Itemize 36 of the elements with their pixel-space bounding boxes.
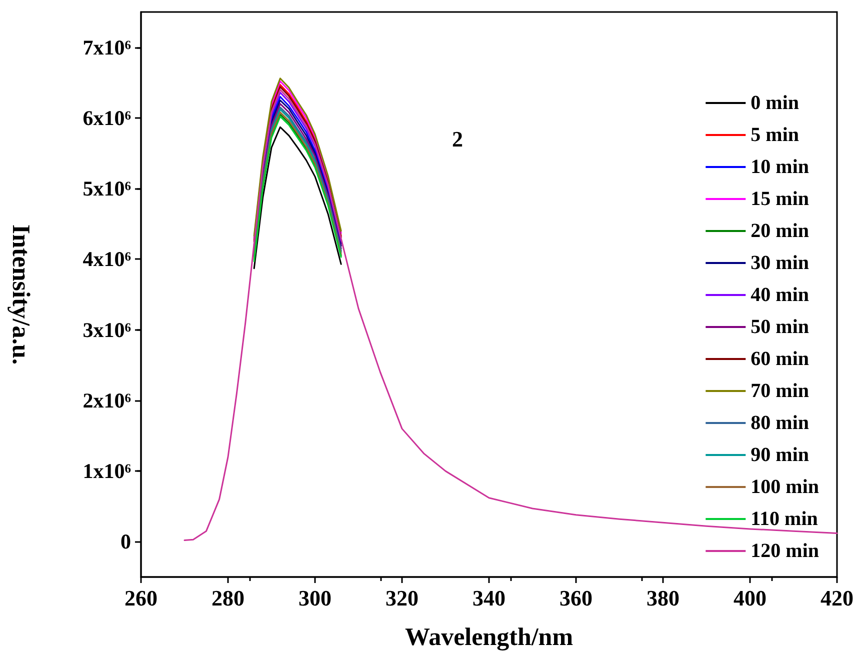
y-tick-label: 0 xyxy=(120,530,131,554)
y-tick-label: 3x10⁶ xyxy=(82,318,131,342)
y-tick-label: 5x10⁶ xyxy=(82,176,131,201)
x-tick-label: 320 xyxy=(386,586,418,610)
x-tick-label: 260 xyxy=(124,586,158,610)
x-tick-label: 280 xyxy=(212,586,244,610)
legend-label: 10 min xyxy=(750,156,810,178)
legend-label: 120 min xyxy=(750,540,820,562)
legend-label: 15 min xyxy=(750,188,810,210)
y-tick-label: 1x10⁶ xyxy=(82,459,131,484)
line-series xyxy=(184,88,838,542)
y-axis-title: Intensity/a.u. xyxy=(7,224,34,365)
x-tick-label: 360 xyxy=(560,586,592,610)
x-tick-label: 380 xyxy=(646,586,680,610)
legend-label: 50 min xyxy=(750,316,810,338)
x-tick-label: 420 xyxy=(820,586,854,610)
legend-label: 110 min xyxy=(750,508,818,530)
y-tick-label: 2x10⁶ xyxy=(82,388,131,412)
x-axis-title: Wavelength/nm xyxy=(404,624,574,651)
x-tick-label: 340 xyxy=(472,586,506,610)
annotation: 2 xyxy=(452,126,463,152)
legend-label: 70 min xyxy=(750,380,810,402)
legend-label: 100 min xyxy=(750,476,820,498)
x-tick-label: 300 xyxy=(298,586,332,610)
y-tick-label: 4x10⁶ xyxy=(82,247,131,272)
legend-label: 30 min xyxy=(750,252,810,274)
legend-label: 20 min xyxy=(750,220,810,242)
legend-label: 60 min xyxy=(750,348,810,370)
legend-label: 0 min xyxy=(750,92,800,114)
y-tick-label: 7x10⁶ xyxy=(82,35,131,60)
legend-label: 90 min xyxy=(750,444,810,466)
y-tick-label: 6x10⁶ xyxy=(82,106,131,130)
legend-label: 40 min xyxy=(750,284,810,306)
x-tick-label: 400 xyxy=(734,586,766,610)
legend-label: 80 min xyxy=(750,412,810,434)
legend-label: 5 min xyxy=(750,124,800,146)
